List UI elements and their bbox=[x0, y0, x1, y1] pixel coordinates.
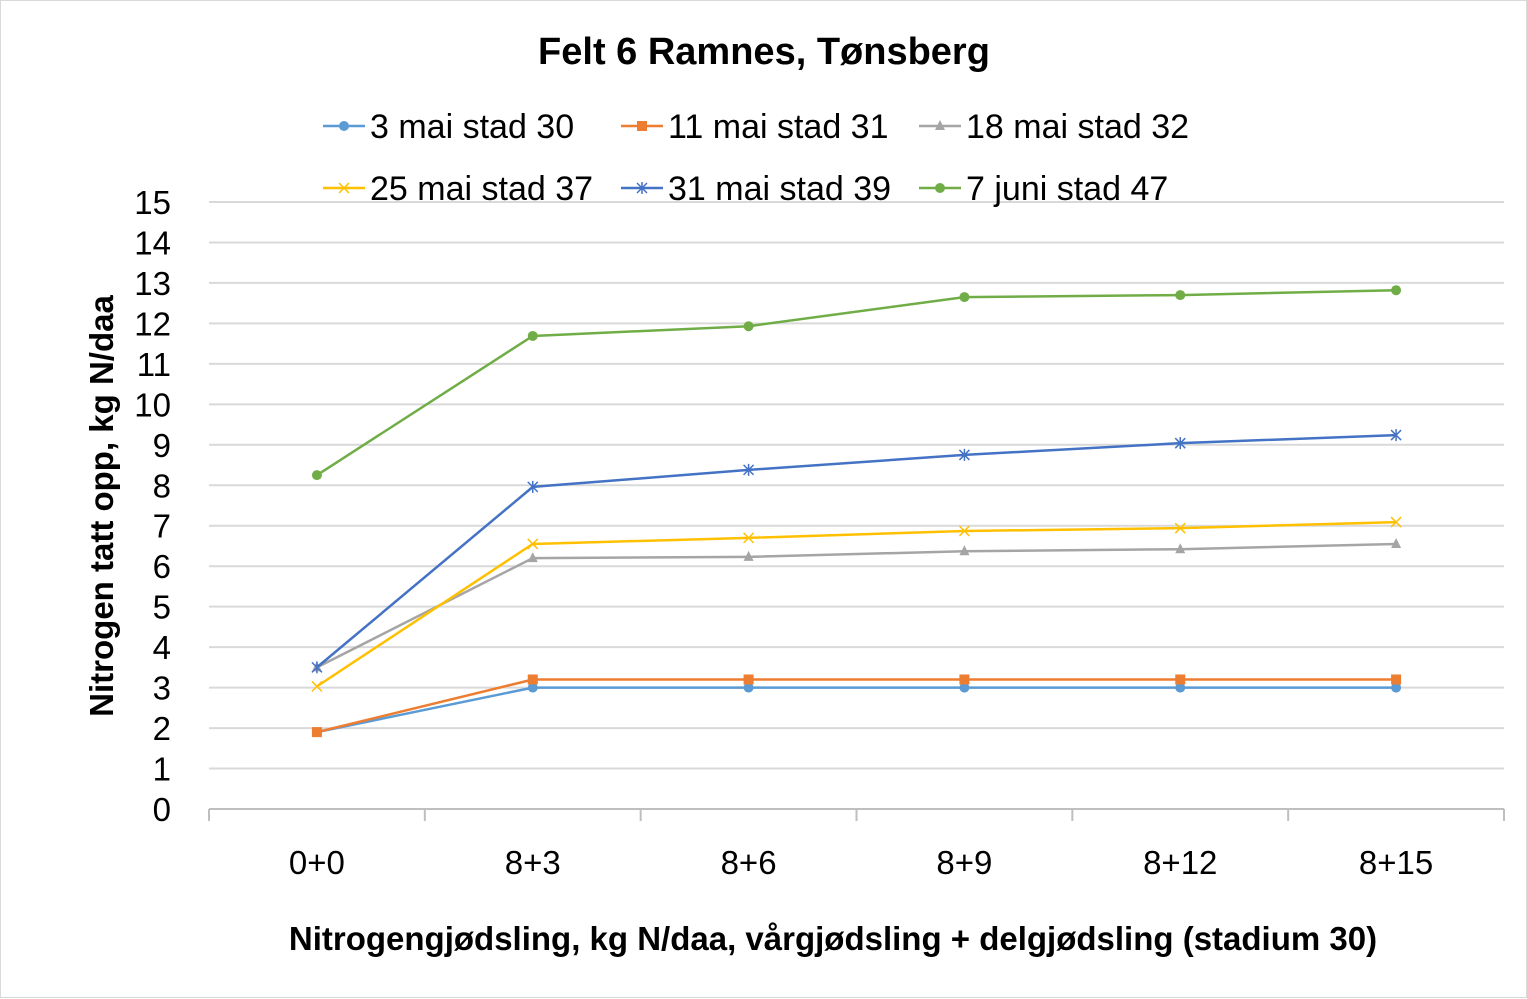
legend-label: 7 juni stad 47 bbox=[966, 170, 1168, 208]
y-tick-label: 12 bbox=[134, 305, 171, 342]
y-tick-label: 7 bbox=[153, 508, 171, 545]
data-point bbox=[311, 661, 323, 674]
data-point bbox=[1391, 285, 1402, 296]
series-2 bbox=[311, 674, 1402, 738]
series-line bbox=[316, 288, 1397, 477]
series-6 bbox=[311, 285, 1402, 481]
y-tick-label: 2 bbox=[153, 710, 171, 747]
series-line bbox=[316, 542, 1397, 669]
series-3 bbox=[311, 537, 1402, 672]
data-point bbox=[743, 550, 754, 561]
legend-item: 7 juni stad 47 bbox=[919, 170, 1168, 208]
data-point bbox=[527, 552, 538, 563]
legend-item: 31 mai stad 39 bbox=[621, 170, 891, 208]
data-point bbox=[1391, 682, 1402, 693]
data-point bbox=[935, 183, 945, 193]
y-tick-label: 1 bbox=[153, 751, 171, 788]
x-tick-label: 8+6 bbox=[721, 844, 777, 881]
y-tick-label: 11 bbox=[137, 346, 171, 383]
x-tick-label: 8+12 bbox=[1143, 844, 1217, 881]
x-tick-label: 8+9 bbox=[936, 844, 992, 881]
legend-label: 25 mai stad 37 bbox=[370, 170, 593, 208]
data-point bbox=[1175, 290, 1186, 301]
legend-label: 18 mai stad 32 bbox=[966, 108, 1189, 146]
legend: 3 mai stad 30 11 mai stad 31 18 mai stad 3… bbox=[323, 108, 1189, 208]
legend-item: 11 mai stad 31 bbox=[621, 108, 889, 146]
y-axis-label: Nitrogen tatt opp, kg N/daa bbox=[83, 295, 120, 717]
y-tick-label: 10 bbox=[134, 386, 171, 423]
data-point bbox=[959, 682, 970, 693]
y-tick-label: 14 bbox=[134, 224, 171, 261]
y-tick-label: 5 bbox=[153, 589, 171, 626]
chart-title: Felt 6 Ramnes, Tønsberg bbox=[538, 31, 990, 73]
data-point bbox=[1174, 522, 1186, 534]
data-point bbox=[1390, 429, 1402, 442]
data-point bbox=[1175, 674, 1186, 685]
data-point bbox=[743, 674, 754, 685]
series-line bbox=[316, 686, 1397, 734]
legend-item: 25 mai stad 37 bbox=[323, 170, 593, 208]
data-point bbox=[1390, 516, 1402, 528]
legend-item: 3 mai stad 30 bbox=[323, 108, 574, 146]
data-point bbox=[743, 532, 755, 544]
data-point bbox=[958, 448, 970, 461]
data-point bbox=[959, 292, 970, 303]
data-point bbox=[743, 321, 754, 332]
data-point bbox=[743, 463, 755, 476]
x-axis-label: Nitrogengjødsling, kg N/daa, vårgjødslin… bbox=[289, 920, 1377, 957]
data-point bbox=[959, 674, 970, 685]
data-point bbox=[311, 470, 322, 481]
data-point bbox=[311, 727, 322, 738]
data-point bbox=[636, 182, 648, 194]
data-point bbox=[338, 182, 350, 194]
series-4 bbox=[311, 516, 1402, 692]
y-tick-label: 4 bbox=[153, 629, 171, 666]
y-tick-label: 13 bbox=[134, 265, 171, 302]
data-point bbox=[1391, 674, 1402, 685]
y-tick-label: 0 bbox=[153, 791, 171, 828]
data-point bbox=[339, 121, 349, 131]
data-point bbox=[637, 121, 647, 131]
series-line bbox=[316, 433, 1397, 669]
y-tick-label: 3 bbox=[153, 670, 171, 707]
data-point bbox=[1391, 537, 1402, 548]
series-line bbox=[316, 520, 1397, 688]
data-point bbox=[743, 682, 754, 693]
data-point bbox=[959, 545, 970, 556]
series-line bbox=[316, 678, 1397, 734]
y-tick-label: 15 bbox=[134, 184, 171, 221]
data-point bbox=[527, 538, 539, 550]
legend-label: 3 mai stad 30 bbox=[370, 108, 574, 146]
series-group bbox=[311, 285, 1402, 738]
legend-label: 11 mai stad 31 bbox=[668, 108, 889, 146]
y-tick-label: 6 bbox=[153, 548, 171, 585]
data-point bbox=[1174, 437, 1186, 450]
data-point bbox=[527, 674, 538, 685]
data-point bbox=[527, 682, 538, 693]
data-point bbox=[527, 330, 538, 341]
data-point bbox=[311, 680, 323, 692]
legend-item: 18 mai stad 32 bbox=[919, 108, 1189, 146]
gridlines bbox=[209, 201, 1504, 770]
legend-label: 31 mai stad 39 bbox=[668, 170, 891, 208]
data-point bbox=[958, 525, 970, 537]
data-point bbox=[935, 120, 945, 130]
data-point bbox=[1175, 543, 1186, 554]
y-tick-label: 9 bbox=[153, 427, 171, 464]
data-point bbox=[1175, 682, 1186, 693]
x-tick-label: 8+15 bbox=[1359, 844, 1433, 881]
series-5 bbox=[311, 429, 1402, 674]
x-tick-label: 8+3 bbox=[505, 844, 561, 881]
y-tick-label: 8 bbox=[153, 467, 171, 504]
x-tick-label: 0+0 bbox=[289, 844, 345, 881]
data-point bbox=[527, 480, 539, 493]
